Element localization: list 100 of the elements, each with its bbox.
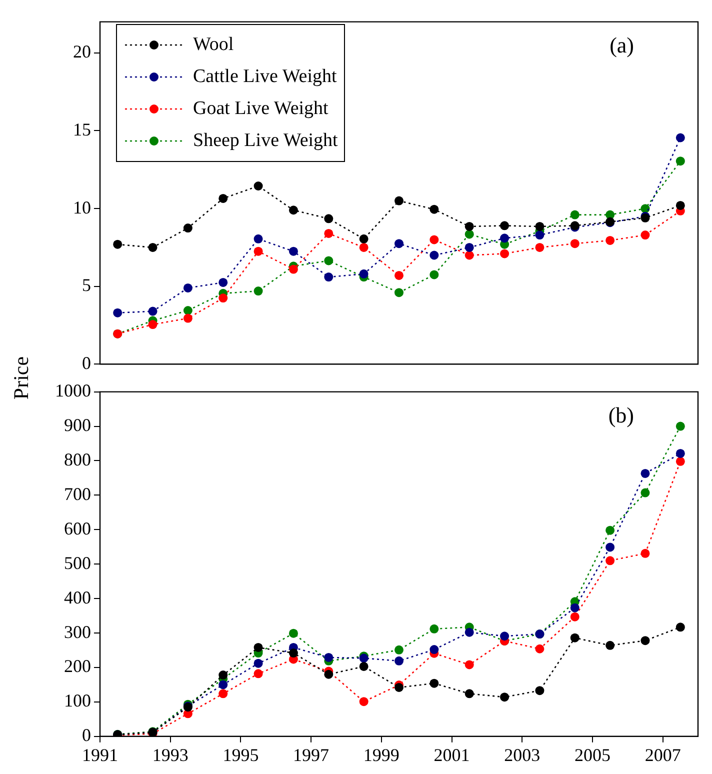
y-tick-label: 700 <box>64 484 91 504</box>
point <box>640 230 650 240</box>
y-tick-label: 500 <box>64 552 91 573</box>
point <box>288 628 298 638</box>
point <box>500 234 510 243</box>
y-tick-label: 0 <box>82 352 91 373</box>
y-axis-title: Price <box>9 356 34 400</box>
point <box>359 234 368 244</box>
y-tick-label: 200 <box>64 656 91 676</box>
point <box>430 250 439 260</box>
point <box>606 542 615 552</box>
point <box>535 242 544 252</box>
y-tick-label: 5 <box>82 275 91 296</box>
point <box>288 648 298 658</box>
point <box>218 689 228 698</box>
x-tick-label: 1995 <box>222 744 259 765</box>
point <box>676 456 685 466</box>
y-tick-label: 900 <box>64 414 91 435</box>
point <box>464 660 474 670</box>
point <box>464 689 474 698</box>
point <box>676 422 685 431</box>
point <box>148 306 158 316</box>
annotation: (b) <box>608 402 634 428</box>
point <box>570 603 580 612</box>
point <box>464 222 474 231</box>
point <box>254 246 263 256</box>
point <box>218 680 228 690</box>
point <box>430 235 439 244</box>
point <box>359 697 368 706</box>
y-tick-label: 800 <box>64 449 91 470</box>
point <box>218 670 228 680</box>
point <box>288 246 298 256</box>
point <box>606 640 615 650</box>
point <box>113 308 122 318</box>
x-tick-label: 2005 <box>574 744 610 765</box>
point <box>500 692 510 702</box>
point <box>254 669 263 678</box>
point <box>676 133 685 142</box>
point <box>500 632 510 641</box>
point <box>148 242 158 252</box>
y-tick-label: 10 <box>73 197 91 218</box>
point <box>676 200 685 210</box>
point <box>570 633 580 642</box>
point <box>254 234 263 244</box>
legend-label: Goat Live Weight <box>193 98 328 120</box>
point <box>430 645 439 654</box>
x-tick-label: 2007 <box>644 744 681 765</box>
point <box>464 628 474 637</box>
point <box>359 662 368 671</box>
y-tick-label: 100 <box>64 690 91 711</box>
point <box>500 221 510 230</box>
point <box>218 278 228 287</box>
x-tick-label: 1993 <box>152 744 188 765</box>
point <box>464 242 474 252</box>
x-tick-label: 1991 <box>82 744 118 765</box>
point <box>535 222 544 231</box>
annotation: (a) <box>610 32 634 58</box>
legend-label: Wool <box>193 34 234 56</box>
point <box>183 283 192 292</box>
point <box>676 448 685 458</box>
point <box>254 286 263 296</box>
point <box>324 256 334 266</box>
y-tick-label: 15 <box>73 119 91 140</box>
point <box>606 236 615 245</box>
x-tick-label: 1997 <box>293 744 330 765</box>
point <box>640 468 650 478</box>
point <box>183 306 192 316</box>
point <box>676 156 685 166</box>
point <box>606 556 615 566</box>
point <box>218 194 228 203</box>
point <box>464 230 474 239</box>
point <box>394 196 404 206</box>
x-tick-label: 1999 <box>363 744 400 765</box>
y-tick-label: 300 <box>64 622 91 642</box>
point <box>394 239 404 248</box>
point <box>640 488 650 498</box>
point <box>430 270 439 280</box>
y-tick-label: 400 <box>64 587 91 608</box>
y-tick-label: 1000 <box>55 380 91 401</box>
point <box>640 548 650 558</box>
point <box>218 294 228 303</box>
point <box>394 645 404 654</box>
x-tick-label: 2003 <box>504 744 540 765</box>
point <box>570 239 580 248</box>
y-tick-label: 0 <box>82 725 91 746</box>
point <box>394 270 404 280</box>
point <box>288 206 298 215</box>
point <box>254 181 263 190</box>
legend-label: Cattle Live Weight <box>193 66 337 88</box>
point <box>288 264 298 274</box>
legend-label: Sheep Live Weight <box>193 130 338 152</box>
point <box>359 269 368 278</box>
point <box>676 622 685 632</box>
point <box>464 250 474 260</box>
point <box>183 314 192 323</box>
point <box>570 612 580 622</box>
point <box>324 670 334 679</box>
point <box>535 230 544 240</box>
point <box>394 288 404 298</box>
point <box>535 644 544 654</box>
